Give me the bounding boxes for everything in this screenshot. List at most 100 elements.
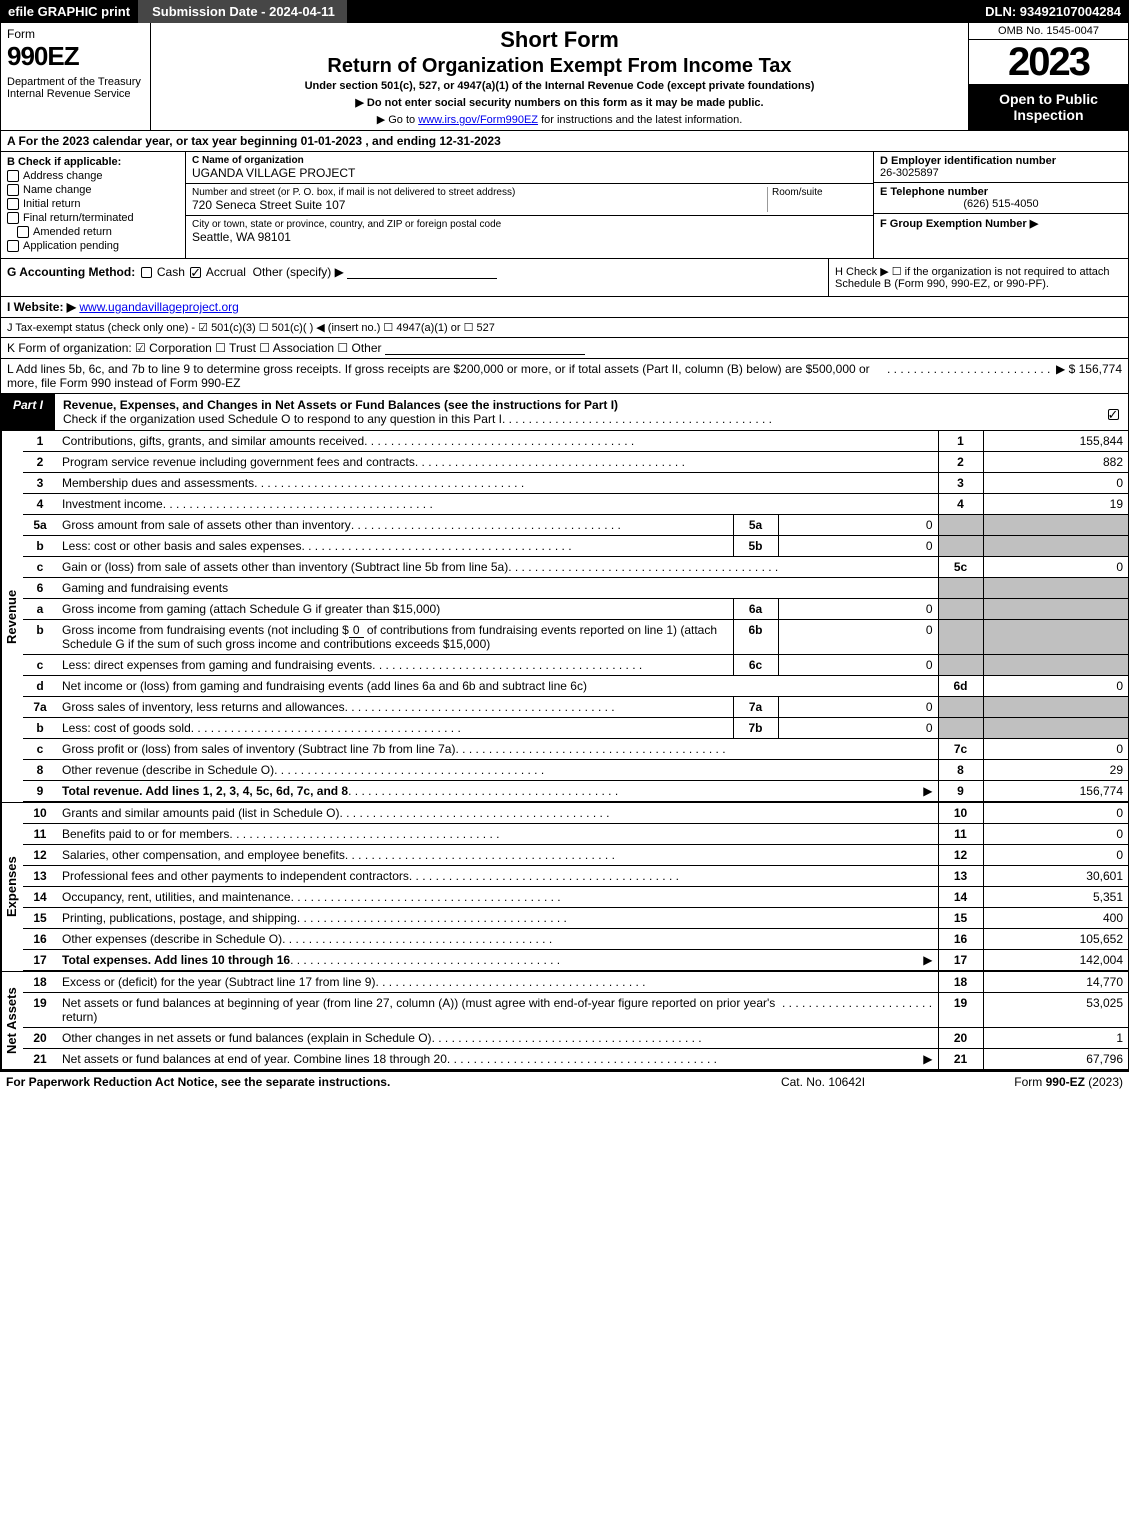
l15-desc: Printing, publications, postage, and shi… [62,911,297,925]
l16-rlbl: 16 [938,929,983,950]
line-5b: b Less: cost or other basis and sales ex… [23,536,1128,557]
l2-rlbl: 2 [938,452,983,473]
ein-value: 26-3025897 [880,167,939,179]
l20-rval: 1 [983,1028,1128,1049]
l21-no: 21 [23,1049,57,1070]
l9-rval: 156,774 [983,781,1128,802]
org-street: 720 Seneca Street Suite 107 [192,198,767,212]
line-7a: 7a Gross sales of inventory, less return… [23,697,1128,718]
section-def: D Employer identification number 26-3025… [873,152,1128,258]
part1-dots [502,412,1090,426]
l11-no: 11 [23,824,57,845]
g-accrual: Accrual [206,265,246,279]
l1-rlbl: 1 [938,431,983,452]
footer-right-bold: 990-EZ [1046,1075,1085,1089]
goto-link[interactable]: www.irs.gov/Form990EZ [418,114,538,126]
l4-desc: Investment income [62,497,163,511]
line-5c: c Gain or (loss) from sale of assets oth… [23,557,1128,578]
l13-no: 13 [23,866,57,887]
netassets-section: Net Assets 18 Excess or (deficit) for th… [0,971,1129,1070]
checkbox-initial-return[interactable] [7,198,19,210]
l18-rval: 14,770 [983,972,1128,993]
checkbox-cash[interactable] [141,267,152,278]
row-k: K Form of organization: ☑ Corporation ☐ … [0,338,1129,359]
l11-rval: 0 [983,824,1128,845]
row-j: J Tax-exempt status (check only one) - ☑… [0,318,1129,338]
checkbox-address-change[interactable] [7,170,19,182]
line-3: 3 Membership dues and assessments 3 0 [23,473,1128,494]
l6b-mlbl: 6b [733,620,778,655]
checkbox-name-change[interactable] [7,184,19,196]
footer-catno: Cat. No. 10642I [723,1075,923,1089]
line-6: 6 Gaming and fundraising events [23,578,1128,599]
l3-no: 3 [23,473,57,494]
footer-right: Form 990-EZ (2023) [923,1075,1123,1089]
l17-rlbl: 17 [938,950,983,971]
l5a-desc: Gross amount from sale of assets other t… [62,518,351,532]
checkbox-accrual[interactable] [190,267,201,278]
l21-rlbl: 21 [938,1049,983,1070]
g-label: G Accounting Method: [7,265,135,279]
do-not-note: ▶ Do not enter social security numbers o… [157,96,962,109]
l13-rlbl: 13 [938,866,983,887]
phone-value: (626) 515-4050 [880,198,1122,210]
other-specify-field[interactable] [347,267,497,279]
goto-post: for instructions and the latest informat… [538,114,742,126]
l6a-no: a [23,599,57,620]
l10-no: 10 [23,803,57,824]
l5b-mlbl: 5b [733,536,778,557]
l6b-no: b [23,620,57,655]
d-label: D Employer identification number [880,155,1056,167]
goto-line: ▶ Go to www.irs.gov/Form990EZ for instru… [157,113,962,126]
l6c-desc: Less: direct expenses from gaming and fu… [62,658,372,672]
revenue-table: 1 Contributions, gifts, grants, and simi… [23,431,1128,802]
form-label: Form [7,27,144,41]
checkbox-amended-return[interactable] [17,226,29,238]
line-21: 21 Net assets or fund balances at end of… [23,1049,1128,1070]
line-6d: d Net income or (loss) from gaming and f… [23,676,1128,697]
line-6c: c Less: direct expenses from gaming and … [23,655,1128,676]
l5a-mval: 0 [778,515,938,536]
l15-rval: 400 [983,908,1128,929]
l6c-mlbl: 6c [733,655,778,676]
l15-no: 15 [23,908,57,929]
section-c: C Name of organization UGANDA VILLAGE PR… [186,152,873,258]
l19-rlbl: 19 [938,993,983,1028]
l16-desc: Other expenses (describe in Schedule O) [62,932,282,946]
checkbox-final-return[interactable] [7,212,19,224]
footer-right-post: (2023) [1085,1075,1123,1089]
line-4: 4 Investment income 4 19 [23,494,1128,515]
submission-date: Submission Date - 2024-04-11 [140,0,349,23]
efile-print[interactable]: efile GRAPHIC print [0,0,140,23]
l8-desc: Other revenue (describe in Schedule O) [62,763,274,777]
line-20: 20 Other changes in net assets or fund b… [23,1028,1128,1049]
checkbox-schedule-o-part1[interactable] [1108,409,1119,420]
line-19: 19 Net assets or fund balances at beginn… [23,993,1128,1028]
l7c-no: c [23,739,57,760]
b-item-2: Initial return [23,198,80,210]
l5a-grey2 [983,515,1128,536]
l6d-rlbl: 6d [938,676,983,697]
c-name-label: C Name of organization [192,155,304,166]
org-city: Seattle, WA 98101 [192,230,867,244]
l5b-desc: Less: cost or other basis and sales expe… [62,539,301,553]
c-city-label: City or town, state or province, country… [192,219,867,230]
open-public: Open to Public Inspection [969,84,1128,130]
l5b-mval: 0 [778,536,938,557]
l6d-no: d [23,676,57,697]
footer-right-pre: Form [1014,1075,1045,1089]
revenue-vert-label: Revenue [1,431,23,802]
k-text: K Form of organization: ☑ Corporation ☐ … [7,341,382,355]
checkbox-application-pending[interactable] [7,240,19,252]
website-link[interactable]: www.ugandavillageproject.org [79,300,238,314]
part1-tab: Part I [1,394,55,430]
row-l: L Add lines 5b, 6c, and 7b to line 9 to … [0,359,1129,394]
org-other-field[interactable] [385,343,585,355]
l11-desc: Benefits paid to or for members [62,827,229,841]
under-section: Under section 501(c), 527, or 4947(a)(1)… [157,80,962,92]
l19-desc: Net assets or fund balances at beginning… [62,996,782,1024]
l10-rlbl: 10 [938,803,983,824]
l14-desc: Occupancy, rent, utilities, and maintena… [62,890,291,904]
h-text: H Check ▶ ☐ if the organization is not r… [835,266,1110,290]
l21-desc: Net assets or fund balances at end of ye… [62,1052,447,1066]
